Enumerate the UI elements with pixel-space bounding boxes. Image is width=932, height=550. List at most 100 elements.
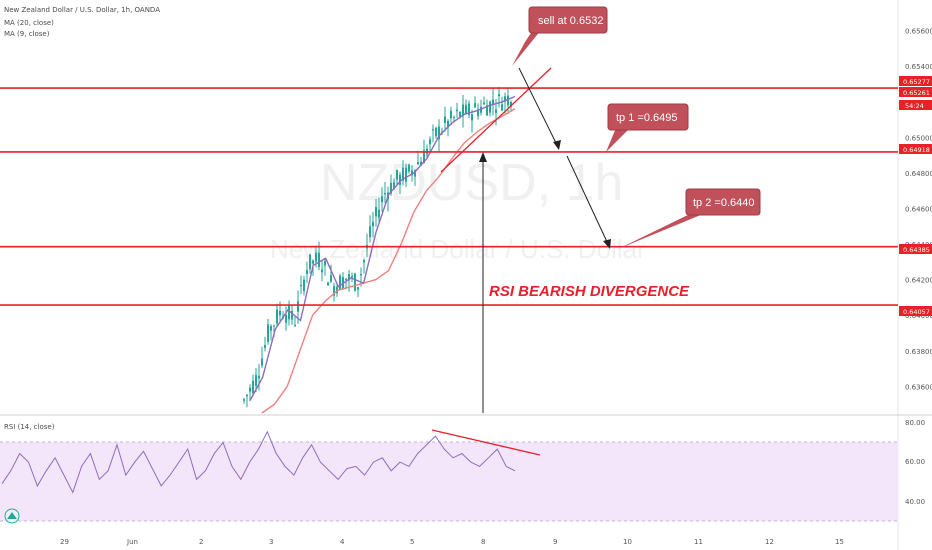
candle-body <box>258 375 260 379</box>
countdown-tag: 54:24 <box>899 100 932 110</box>
arrowhead-2-icon <box>603 239 611 249</box>
time-axis[interactable]: 29 Jun 2 3 4 5 8 9 10 11 12 15 <box>60 538 844 546</box>
candle-body <box>279 310 281 316</box>
candle-body <box>483 102 485 105</box>
candle-body <box>363 259 365 263</box>
candle-body <box>300 284 302 287</box>
candle-body <box>477 109 479 116</box>
time-tick-label: 2 <box>199 538 203 546</box>
candle-body <box>294 324 296 326</box>
current-price-tag: 0.65277 <box>899 76 932 86</box>
candle-body <box>267 324 269 342</box>
candle-body <box>450 110 452 119</box>
watermark-name: New Zealand Dollar / U.S. Dollar <box>270 234 646 264</box>
candle-body <box>255 375 257 387</box>
candle-body <box>438 126 440 140</box>
time-tick-label: 4 <box>340 538 345 546</box>
svg-text:0.64385: 0.64385 <box>903 246 930 254</box>
candle-body <box>273 325 275 327</box>
svg-text:0.65261: 0.65261 <box>903 89 930 97</box>
candle-body <box>243 399 245 401</box>
candle-body <box>429 139 431 145</box>
candle-body <box>504 96 506 102</box>
candle-body <box>402 167 404 181</box>
candle-body <box>297 301 299 312</box>
candle-body <box>306 270 308 274</box>
candle-body <box>357 287 359 290</box>
candle-body <box>492 99 494 105</box>
rsi-divergence-line <box>431 429 541 456</box>
sell-callout[interactable]: sell at 0.6532 <box>512 6 608 66</box>
price-tick-label: 0.64200 <box>905 277 932 285</box>
candle-body <box>411 170 413 176</box>
time-tick-label: 10 <box>623 538 632 546</box>
price-tick-label: 0.65000 <box>905 134 932 142</box>
candle-body <box>303 279 305 292</box>
time-tick-label: 12 <box>765 538 774 546</box>
divergence-note: RSI BEARISH DIVERGENCE <box>489 283 690 300</box>
candle-body <box>453 117 455 119</box>
trend-line <box>440 67 552 173</box>
chart-title: New Zealand Dollar / U.S. Dollar, 1h, OA… <box>4 6 160 14</box>
projection-arrow-1 <box>518 67 558 146</box>
rsi-legend[interactable]: RSI (14, close) <box>4 423 55 431</box>
tp2-callout[interactable]: tp 2 =0.6440 <box>618 188 761 249</box>
candle-body <box>276 309 278 324</box>
candle-body <box>459 111 461 117</box>
candle-body <box>417 162 419 165</box>
candle-body <box>462 104 464 117</box>
support-resistance-lines <box>0 87 898 306</box>
candle-body <box>378 209 380 218</box>
logo-icon[interactable] <box>4 508 20 524</box>
ma20-line <box>261 108 516 414</box>
candle-body <box>471 114 473 121</box>
level-1-tag: 0.64918 <box>899 144 932 154</box>
candle-body <box>339 275 341 290</box>
rsi-tick-60: 60.00 <box>905 458 925 466</box>
candle-body <box>249 387 251 392</box>
ma9-legend[interactable]: MA (9, close) <box>4 30 50 38</box>
level-3-tag: 0.64057 <box>899 306 932 316</box>
candle-body <box>408 164 410 172</box>
tp1-callout[interactable]: tp 1 =0.6495 <box>606 103 689 152</box>
price-tick-label: 0.64800 <box>905 170 932 178</box>
time-tick-label: 11 <box>694 538 703 546</box>
svg-text:0.64918: 0.64918 <box>903 146 930 154</box>
candle-body <box>333 286 335 296</box>
svg-text:0.64057: 0.64057 <box>903 308 930 316</box>
candle-body <box>288 305 290 320</box>
time-tick-label: 8 <box>481 538 485 546</box>
candle-body <box>351 275 353 278</box>
candle-body <box>465 104 467 114</box>
ma20-legend[interactable]: MA (20, close) <box>4 19 54 27</box>
candle-body <box>369 226 371 238</box>
level-2-tag: 0.64385 <box>899 244 932 254</box>
tp2-callout-text: tp 2 =0.6440 <box>693 197 754 209</box>
time-tick-label: 5 <box>410 538 414 546</box>
candle-body <box>315 252 317 262</box>
rsi-tick-40: 40.00 <box>905 498 925 506</box>
candle-body <box>447 120 449 128</box>
time-tick-label: 3 <box>269 538 273 546</box>
candle-body <box>291 310 293 320</box>
candle-body <box>432 129 434 131</box>
candle-body <box>510 101 512 107</box>
time-tick-label: 29 <box>60 538 69 546</box>
watermark-symbol: NZDUSD, 1h <box>320 154 623 212</box>
arrowhead-1-icon <box>553 140 561 150</box>
candle-body <box>264 345 266 348</box>
price-tick-label: 0.63800 <box>905 348 932 356</box>
svg-text:54:24: 54:24 <box>905 102 924 110</box>
candle-body <box>354 273 356 291</box>
time-tick-label: 15 <box>835 538 844 546</box>
candle-body <box>507 95 509 106</box>
divergence-arrowhead-icon <box>479 152 487 162</box>
candle-body <box>345 278 347 280</box>
candle-body <box>270 326 272 331</box>
candlestick-series <box>243 86 512 408</box>
candle-body <box>285 314 287 323</box>
candle-body <box>330 275 332 282</box>
price-tick-label: 0.65400 <box>905 63 932 71</box>
candle-body <box>486 105 488 116</box>
